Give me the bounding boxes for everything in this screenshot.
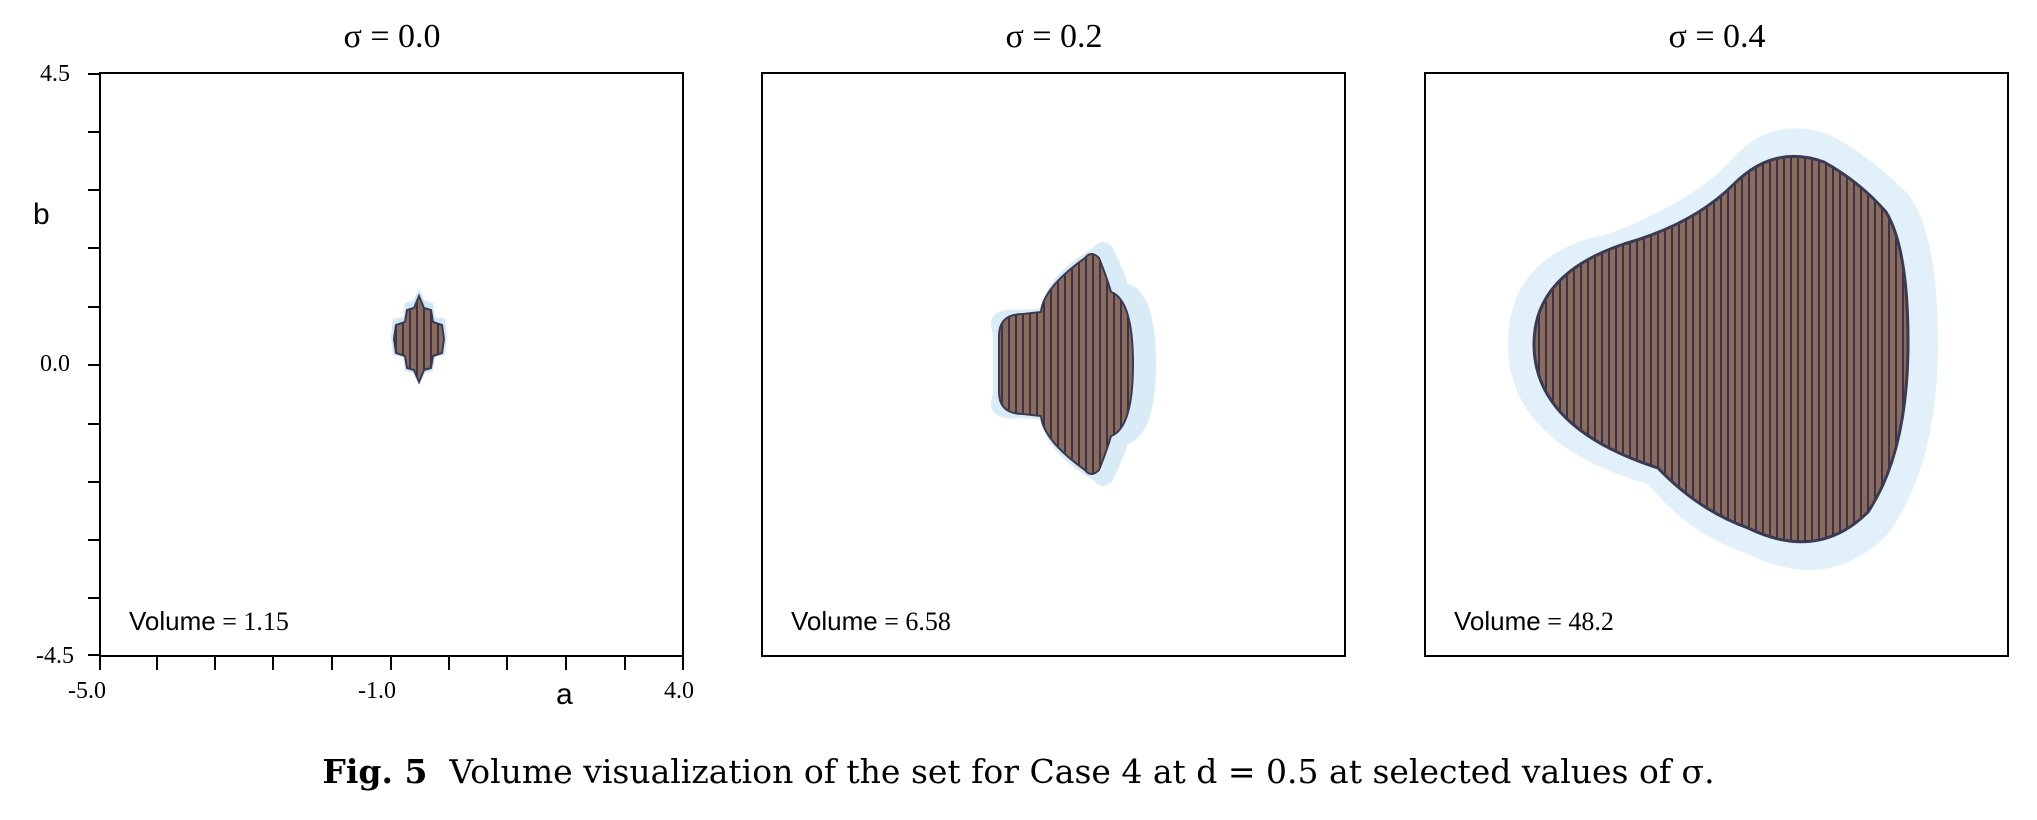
panel-title-1: σ = 0.0	[343, 18, 441, 55]
x-tick-left: -5.0	[68, 678, 106, 704]
volume-render-1	[391, 289, 447, 385]
panel-title-2: σ = 0.2	[1005, 18, 1103, 55]
y-tick-mid: 0.0	[40, 351, 70, 377]
y-tick-bottom: -4.5	[36, 643, 74, 669]
volume-annotation-1: Volume = 1.15	[129, 606, 289, 636]
x-axis-label: a	[556, 678, 573, 711]
volume-annotation-3: Volume = 48.2	[1454, 606, 1614, 636]
volume-render-2	[991, 242, 1156, 486]
plot-panel-2: Volume = 6.58	[761, 72, 1346, 657]
x-tick-mid: -1.0	[358, 678, 396, 704]
x-tick-right: 4.0	[664, 678, 694, 704]
volume-annotation-2: Volume = 6.58	[791, 606, 951, 636]
y-axis-label: b	[33, 198, 50, 231]
volume-render-3	[1508, 128, 1938, 570]
plot-panel-1: Volume = 1.15	[99, 72, 684, 657]
y-tick-top: 4.5	[40, 61, 70, 87]
panel-title-3: σ = 0.4	[1668, 18, 1766, 55]
plot-panel-3: Volume = 48.2	[1424, 72, 2009, 657]
caption-text: Volume visualization of the set for Case…	[449, 752, 1715, 791]
panel-1-axes	[88, 73, 684, 670]
figure-caption: Fig. 5 Volume visualization of the set fo…	[0, 752, 2037, 791]
figure-label: Fig. 5	[322, 752, 428, 791]
